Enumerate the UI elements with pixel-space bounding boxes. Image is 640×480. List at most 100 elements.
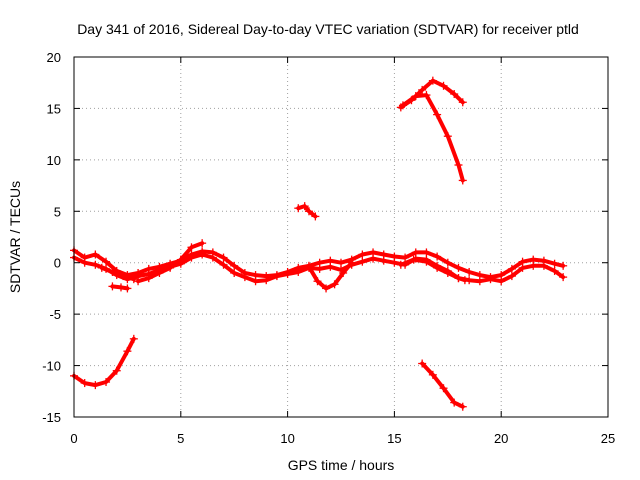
data-point [134,277,143,286]
data-point [458,176,467,185]
data-point [294,267,303,276]
data-point [559,273,568,282]
data-point [433,263,442,272]
series-arc-early-dip [108,282,132,293]
data-point [198,250,207,259]
data-point [91,250,100,259]
x-axis-label: GPS time / hours [288,457,395,473]
series-trace [72,336,136,388]
series-trace [307,260,354,291]
data-point [475,277,484,286]
data-point [80,379,89,388]
y-tick-label: -15 [42,410,61,425]
data-point [123,284,132,293]
data-point [313,277,322,286]
data-point [428,76,437,85]
data-point [112,366,121,375]
data-point [304,207,313,216]
data-point [422,248,431,257]
data-point [155,269,164,277]
data-point [119,272,128,281]
data-point [326,262,335,271]
data-point [422,91,431,100]
data-point [458,402,467,411]
data-point [454,263,463,272]
x-tick-label: 0 [70,431,77,446]
data-point [428,370,437,379]
plot-frame [73,56,609,418]
y-tick-label: 20 [47,50,61,65]
data-point [454,161,463,169]
y-axis-label: SDTVAR / TECUs [7,181,23,293]
series-arc-high-descent [398,91,467,185]
x-tick-label: 15 [387,431,401,446]
data-point [369,254,378,263]
data-point [251,277,260,286]
axis-ticks: 0 5 10 15 20 25 -15 -10 -5 0 5 10 15 20 [42,50,615,446]
data-series [70,76,568,411]
series-trace [296,204,318,219]
chart-title: Day 341 of 2016, Sidereal Day-to-day VTE… [77,21,579,37]
data-point [411,92,420,101]
y-tick-label: 10 [47,153,61,168]
series-arc-early-descending [97,263,138,284]
x-tick-label: 5 [177,431,184,446]
data-point [450,90,459,99]
data-point [322,284,331,293]
data-point [390,258,399,267]
data-point [358,257,367,266]
data-point [300,202,309,211]
data-point [272,272,281,281]
data-point [80,258,89,267]
data-point [339,269,348,277]
series-arc-low-left [70,334,138,390]
data-point [433,110,442,119]
series-trace [400,93,465,183]
data-point [450,398,459,407]
data-point [409,255,418,264]
data-point [433,252,442,261]
data-point [396,260,405,269]
data-point [330,280,339,289]
series-trace [420,361,465,409]
data-point [102,257,111,266]
data-point [129,334,138,343]
data-point [311,212,320,221]
data-point [262,276,271,285]
data-point [458,98,467,107]
data-point [507,264,516,273]
data-point [443,132,452,141]
data-point [559,261,568,270]
data-point [443,269,452,277]
data-point [550,266,559,275]
data-point [460,276,469,285]
data-point [507,272,516,281]
data-point [347,258,356,267]
data-point [116,283,125,292]
data-point [208,253,217,262]
data-point [166,263,175,272]
data-point [398,101,407,110]
series-arc-low-right [418,359,467,411]
y-tick-label: -10 [42,359,61,374]
data-point [518,263,527,272]
data-point [219,253,228,262]
grid-lines [74,57,608,417]
data-point [129,275,138,284]
data-point [337,258,345,267]
data-point [401,253,410,262]
data-point [198,239,207,248]
data-point [418,359,427,368]
data-point [304,262,313,271]
data-point [187,253,196,262]
data-point [418,85,427,94]
series-arc-small-high [294,202,320,221]
data-point [422,257,431,266]
data-point [219,260,228,269]
data-point [144,274,153,283]
x-tick-label: 25 [601,431,615,446]
y-tick-label: -5 [49,307,61,322]
data-point [443,258,452,267]
data-point [529,261,538,270]
